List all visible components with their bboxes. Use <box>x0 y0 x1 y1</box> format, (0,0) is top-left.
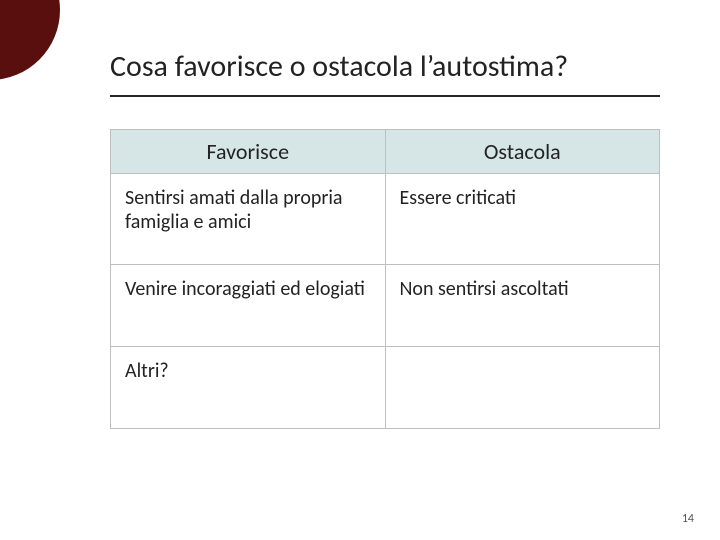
slide-content: Cosa favorisce o ostacola l’autostima? F… <box>0 0 720 540</box>
table-row: Altri? <box>111 347 660 429</box>
page-number: 14 <box>682 512 694 526</box>
table-cell <box>385 347 660 429</box>
slide-title: Cosa favorisce o ostacola l’autostima? <box>110 48 660 85</box>
table-cell: Essere criticati <box>385 174 660 265</box>
comparison-table: Favorisce Ostacola Sentirsi amati dalla … <box>110 129 660 429</box>
table-cell: Sentirsi amati dalla propria famiglia e … <box>111 174 386 265</box>
table-cell: Venire incoraggiati ed elogiati <box>111 265 386 347</box>
table-header-row: Favorisce Ostacola <box>111 130 660 174</box>
title-underline <box>110 95 660 97</box>
column-header-favorisce: Favorisce <box>111 130 386 174</box>
table-row: Sentirsi amati dalla propria famiglia e … <box>111 174 660 265</box>
table-cell: Non sentirsi ascoltati <box>385 265 660 347</box>
table-cell: Altri? <box>111 347 386 429</box>
table-row: Venire incoraggiati ed elogiati Non sent… <box>111 265 660 347</box>
column-header-ostacola: Ostacola <box>385 130 660 174</box>
